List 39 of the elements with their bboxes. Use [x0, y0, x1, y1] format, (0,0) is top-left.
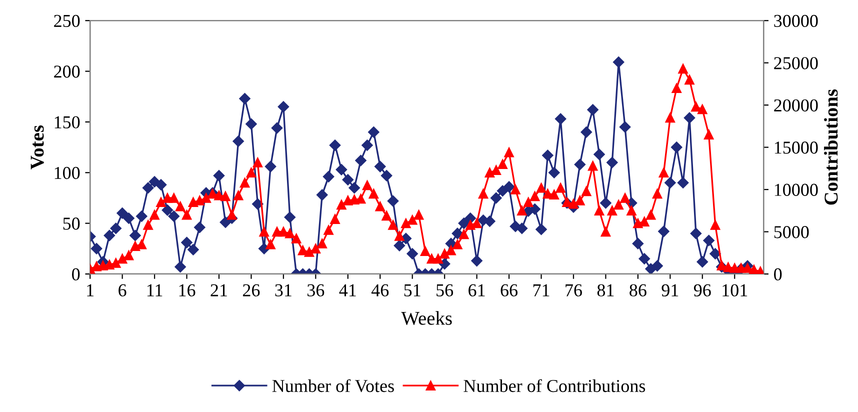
x-tick-label: 41: [339, 284, 356, 296]
x-tick-label: 101: [722, 284, 748, 296]
x-tick-label: 81: [597, 284, 614, 296]
x-tick-label: 26: [242, 284, 260, 296]
y-axis-title: Votes: [30, 125, 44, 170]
y2-tick-label: 25000: [774, 57, 818, 70]
y2-tick-label: 5000: [774, 226, 809, 238]
y-tick-label: 0: [72, 268, 80, 280]
y2-tick-label: 20000: [774, 99, 818, 112]
y-tick-label: 250: [54, 14, 80, 28]
x-tick-label: 46: [371, 284, 389, 296]
x-tick-label: 16: [179, 284, 196, 296]
y-tick-label: 150: [54, 116, 80, 128]
x-axis-title: Weeks: [401, 311, 452, 325]
y2-tick-label: 15000: [774, 142, 818, 154]
legend-label: Number of Contributions: [464, 379, 646, 392]
y2-tick-label: 30000: [774, 14, 818, 28]
x-tick-label: 51: [404, 284, 420, 296]
y2-axis-title: Contributions: [824, 89, 838, 205]
y-tick-label: 100: [54, 166, 80, 180]
x-tick-label: 66: [500, 284, 518, 296]
y-tick-label: 200: [54, 66, 80, 78]
x-tick-label: 61: [468, 284, 485, 296]
x-tick-label: 21: [210, 284, 227, 296]
x-tick-label: 91: [662, 284, 678, 296]
x-tick-label: 36: [308, 284, 324, 296]
x-tick-label: 76: [566, 284, 582, 296]
x-tick-label: 86: [630, 284, 646, 296]
y-tick-label: 50: [63, 218, 80, 230]
x-tick-label: 11: [147, 284, 162, 296]
y2-tick-label: 0: [774, 268, 782, 280]
x-tick-label: 71: [533, 284, 550, 296]
x-tick-label: 6: [118, 284, 126, 296]
y2-tick-label: 10000: [774, 184, 818, 196]
x-tick-label: 96: [694, 284, 711, 296]
x-tick-label: 31: [275, 284, 292, 296]
legend-label: Number of Votes: [272, 379, 394, 392]
x-tick-label: 1: [87, 284, 94, 296]
x-tick-label: 56: [436, 284, 454, 296]
